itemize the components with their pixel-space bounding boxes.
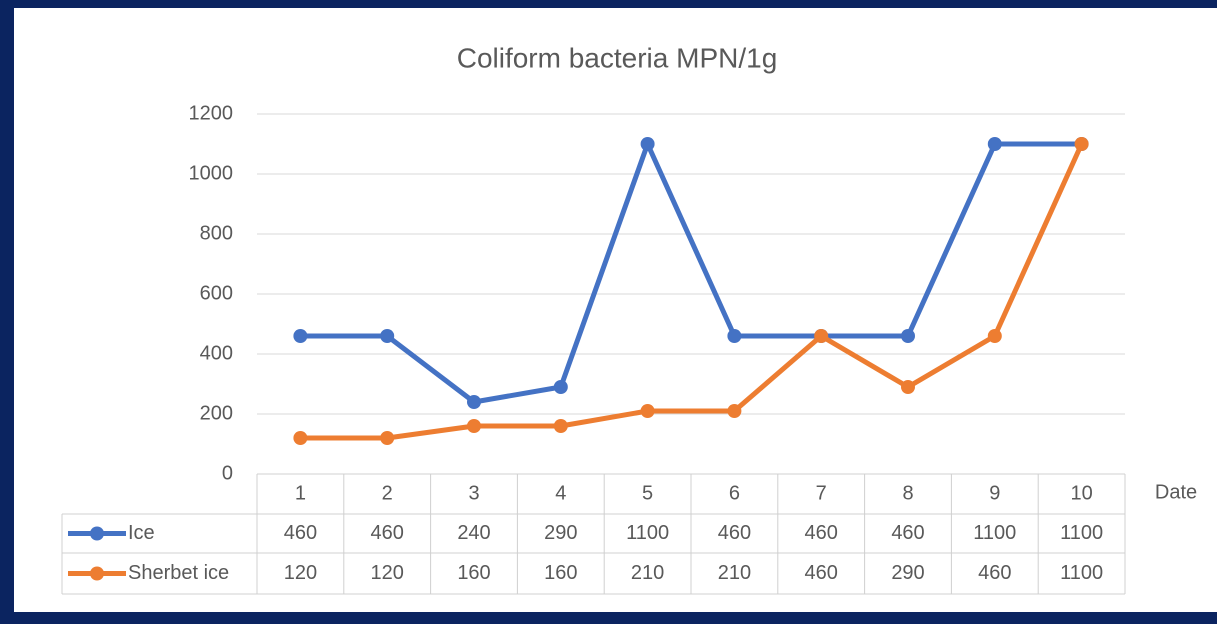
table-cell: 290 xyxy=(544,522,577,544)
point-marker xyxy=(640,137,655,151)
chart-area xyxy=(14,8,1217,612)
table-cell: 240 xyxy=(457,522,490,544)
point-marker xyxy=(467,395,481,409)
x-tick-label: 4 xyxy=(555,482,566,504)
x-tick-label: 3 xyxy=(468,482,479,504)
point-marker xyxy=(1074,137,1089,151)
x-tick-label: 6 xyxy=(729,482,740,504)
series-line xyxy=(300,141,1082,405)
table-cell: 1100 xyxy=(1060,522,1103,544)
legend-key-marker xyxy=(90,566,104,581)
point-marker xyxy=(467,419,481,433)
legend-key-marker xyxy=(90,526,104,541)
table-cell: 1100 xyxy=(973,522,1016,544)
table-cell: 290 xyxy=(891,562,924,584)
x-tick-label: 2 xyxy=(382,482,393,504)
y-tick-label: 800 xyxy=(200,222,233,244)
x-tick-label: 10 xyxy=(1070,482,1092,504)
table-cell: 460 xyxy=(718,522,751,544)
x-tick-label: 8 xyxy=(902,482,913,504)
point-marker xyxy=(553,419,568,433)
table-cell: 460 xyxy=(805,562,838,584)
legend-label: Ice xyxy=(128,522,155,544)
point-marker xyxy=(727,404,742,418)
point-marker xyxy=(380,431,395,445)
point-marker xyxy=(293,431,308,445)
table-cell: 460 xyxy=(978,562,1011,584)
y-tick-label: 0 xyxy=(222,462,233,484)
y-tick-label: 600 xyxy=(200,282,233,304)
point-marker xyxy=(727,329,742,343)
table-cell: 210 xyxy=(718,562,751,584)
point-marker xyxy=(987,137,1002,151)
table-cell: 460 xyxy=(805,522,838,544)
table-cell: 1100 xyxy=(1060,562,1103,584)
point-marker xyxy=(380,329,395,343)
point-marker xyxy=(553,380,568,394)
y-tick-label: 1000 xyxy=(189,162,234,184)
point-marker xyxy=(814,329,829,343)
point-marker xyxy=(293,329,308,343)
table-cell: 460 xyxy=(284,522,317,544)
y-tick-label: 400 xyxy=(200,342,233,364)
x-tick-label: 1 xyxy=(295,482,306,504)
table-cell: 160 xyxy=(544,562,577,584)
y-tick-label: 1200 xyxy=(189,102,234,124)
x-tick-label: 9 xyxy=(989,482,1000,504)
table-cell: 210 xyxy=(631,562,664,584)
point-marker xyxy=(901,380,915,394)
x-tick-label: 5 xyxy=(642,482,653,504)
x-tick-label: 7 xyxy=(816,482,827,504)
point-marker xyxy=(640,404,655,418)
series-line xyxy=(300,142,1084,441)
point-marker xyxy=(901,329,915,343)
table-cell: 160 xyxy=(457,562,490,584)
y-tick-label: 200 xyxy=(200,402,233,424)
chart-title: Coliform bacteria MPN/1g xyxy=(457,42,778,73)
x-axis-title: Date xyxy=(1155,481,1197,503)
table-cell: 460 xyxy=(371,522,404,544)
table-cell: 120 xyxy=(371,562,404,584)
point-marker xyxy=(987,329,1002,343)
table-cell: 120 xyxy=(284,562,317,584)
table-cell: 1100 xyxy=(626,522,669,544)
legend-label: Sherbet ice xyxy=(128,562,229,584)
table-cell: 460 xyxy=(891,522,924,544)
